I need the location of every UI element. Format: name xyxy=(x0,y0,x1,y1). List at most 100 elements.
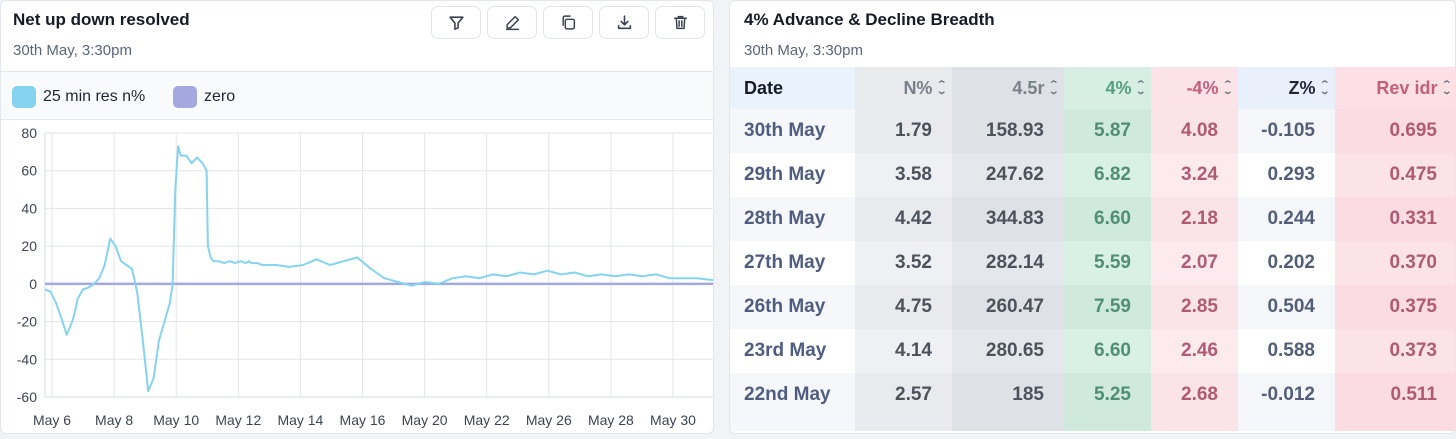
y-tick-label: 60 xyxy=(21,163,37,179)
y-axis: 80 60 40 20 0 -20 -40 -60 xyxy=(17,125,37,405)
cell-dec-4pct: 4.08 xyxy=(1151,109,1238,153)
panel-timestamp: 30th May, 3:30pm xyxy=(13,42,132,59)
legend-item-zero[interactable]: zero xyxy=(173,86,235,108)
cell-empty xyxy=(1064,417,1151,431)
table-header: Date N% ⌃ ⌄ 4.5r ⌃ ⌄ 4% ⌃ ⌄ -4% ⌃ ⌄ Z% ⌃ ⌄ Rev idr ⌃ ⌄ xyxy=(730,67,1455,109)
panel-timestamp: 30th May, 3:30pm xyxy=(744,42,863,59)
cell-date: 22nd May xyxy=(730,373,855,417)
sort-icon[interactable]: ⌃ ⌄ xyxy=(936,79,948,96)
x-tick-label: May 14 xyxy=(277,412,323,428)
cell-date: 29th May xyxy=(730,153,855,197)
cell-empty xyxy=(952,417,1064,431)
sort-icon[interactable]: ⌃ ⌄ xyxy=(1135,79,1147,96)
cell-rev-idr: 0.375 xyxy=(1335,285,1455,329)
download-button[interactable] xyxy=(599,6,649,39)
delete-button[interactable] xyxy=(655,6,705,39)
edit-button[interactable] xyxy=(487,6,537,39)
x-tick-label: May 6 xyxy=(33,412,71,428)
column-header-date[interactable]: Date xyxy=(730,67,855,109)
cell-empty xyxy=(730,417,855,431)
cell-adv-4pct: 6.82 xyxy=(1064,153,1151,197)
cell-date: 23rd May xyxy=(730,329,855,373)
cell-n-pct: 3.58 xyxy=(855,153,952,197)
column-header-label: -4% xyxy=(1186,77,1219,98)
x-axis: May 6 May 8 May 10 May 12 May 14 May 16 May 20… xyxy=(33,412,696,428)
cell-date: 26th May xyxy=(730,285,855,329)
cell-date: 30th May xyxy=(730,109,855,153)
legend-label: zero xyxy=(204,88,236,105)
cell-dec-4pct: 2.07 xyxy=(1151,241,1238,285)
copy-button[interactable] xyxy=(543,6,593,39)
sort-icon[interactable]: ⌃ ⌄ xyxy=(1048,79,1060,96)
cell-n-pct: 4.42 xyxy=(855,197,952,241)
table-row-partial xyxy=(730,417,1455,431)
y-tick-label: 0 xyxy=(29,276,37,292)
cell-adv-4pct: 6.60 xyxy=(1064,329,1151,373)
column-header-r45[interactable]: 4.5r ⌃ ⌄ xyxy=(952,67,1064,109)
column-header-label: Rev idr xyxy=(1376,77,1438,98)
cell-r45: 158.93 xyxy=(952,109,1064,153)
column-header-label: 4.5r xyxy=(1012,77,1045,98)
cell-adv-4pct: 5.25 xyxy=(1064,373,1151,417)
cell-n-pct: 3.52 xyxy=(855,241,952,285)
table-row[interactable]: 28th May 4.42 344.83 6.60 2.18 0.244 0.331 xyxy=(730,197,1455,241)
cell-n-pct: 2.57 xyxy=(855,373,952,417)
cell-empty xyxy=(1151,417,1238,431)
download-icon xyxy=(617,15,631,30)
column-header-label: Date xyxy=(744,77,784,98)
x-tick-label: May 12 xyxy=(215,412,261,428)
cell-z-pct: 0.293 xyxy=(1238,153,1335,197)
cell-dec-4pct: 2.18 xyxy=(1151,197,1238,241)
table-row[interactable]: 23rd May 4.14 280.65 6.60 2.46 0.588 0.373 xyxy=(730,329,1455,373)
chart-legend: 25 min res n% zero xyxy=(1,71,713,120)
panel-title: Net up down resolved xyxy=(13,10,190,29)
table-row[interactable]: 22nd May 2.57 185 5.25 2.68 -0.012 0.511 xyxy=(730,373,1455,417)
table-row[interactable]: 26th May 4.75 260.47 7.59 2.85 0.504 0.375 xyxy=(730,285,1455,329)
x-tick-label: May 30 xyxy=(650,412,696,428)
cell-date: 27th May xyxy=(730,241,855,285)
column-header-dec-4pct[interactable]: -4% ⌃ ⌄ xyxy=(1151,67,1238,109)
edit-icon xyxy=(505,15,519,31)
cell-r45: 344.83 xyxy=(952,197,1064,241)
cell-adv-4pct: 6.60 xyxy=(1064,197,1151,241)
cell-dec-4pct: 2.68 xyxy=(1151,373,1238,417)
cell-rev-idr: 0.370 xyxy=(1335,241,1455,285)
cell-z-pct: 0.202 xyxy=(1238,241,1335,285)
cell-empty xyxy=(1335,417,1455,431)
sort-icon[interactable]: ⌃ ⌄ xyxy=(1319,79,1331,96)
cell-dec-4pct: 2.85 xyxy=(1151,285,1238,329)
column-header-label: 4% xyxy=(1105,77,1132,98)
cell-empty xyxy=(855,417,952,431)
cell-n-pct: 4.75 xyxy=(855,285,952,329)
cell-r45: 185 xyxy=(952,373,1064,417)
filter-button[interactable] xyxy=(431,6,481,39)
cell-rev-idr: 0.695 xyxy=(1335,109,1455,153)
legend-swatch xyxy=(173,86,197,108)
chart-toolbar xyxy=(431,6,705,39)
y-tick-label: 40 xyxy=(21,200,37,216)
cell-r45: 247.62 xyxy=(952,153,1064,197)
column-header-label: Z% xyxy=(1288,77,1316,98)
column-header-rev-idr[interactable]: Rev idr ⌃ ⌄ xyxy=(1335,67,1455,109)
table-row[interactable]: 30th May 1.79 158.93 5.87 4.08 -0.105 0.695 xyxy=(730,109,1455,153)
table-panel: 4% Advance & Decline Breadth 30th May, 3… xyxy=(729,0,1456,434)
copy-icon xyxy=(561,15,575,30)
x-tick-label: May 28 xyxy=(588,412,634,428)
trash-icon xyxy=(673,15,687,30)
table-row[interactable]: 29th May 3.58 247.62 6.82 3.24 0.293 0.475 xyxy=(730,153,1455,197)
y-tick-label: 20 xyxy=(21,238,37,254)
sort-icon[interactable]: ⌃ ⌄ xyxy=(1441,79,1453,96)
column-header-n-pct[interactable]: N% ⌃ ⌄ xyxy=(855,67,952,109)
table-row[interactable]: 27th May 3.52 282.14 5.59 2.07 0.202 0.370 xyxy=(730,241,1455,285)
cell-rev-idr: 0.511 xyxy=(1335,373,1455,417)
sort-icon[interactable]: ⌃ ⌄ xyxy=(1222,79,1234,96)
cell-z-pct: 0.588 xyxy=(1238,329,1335,373)
cell-z-pct: -0.105 xyxy=(1238,109,1335,153)
column-header-adv-4pct[interactable]: 4% ⌃ ⌄ xyxy=(1064,67,1151,109)
x-tick-label: May 16 xyxy=(340,412,386,428)
cell-adv-4pct: 5.59 xyxy=(1064,241,1151,285)
legend-item-res[interactable]: 25 min res n% xyxy=(12,86,145,108)
column-header-z-pct[interactable]: Z% ⌃ ⌄ xyxy=(1238,67,1335,109)
chart-panel: Net up down resolved 30th May, 3:30pm 25… xyxy=(0,0,714,434)
y-tick-label: -20 xyxy=(17,314,37,330)
